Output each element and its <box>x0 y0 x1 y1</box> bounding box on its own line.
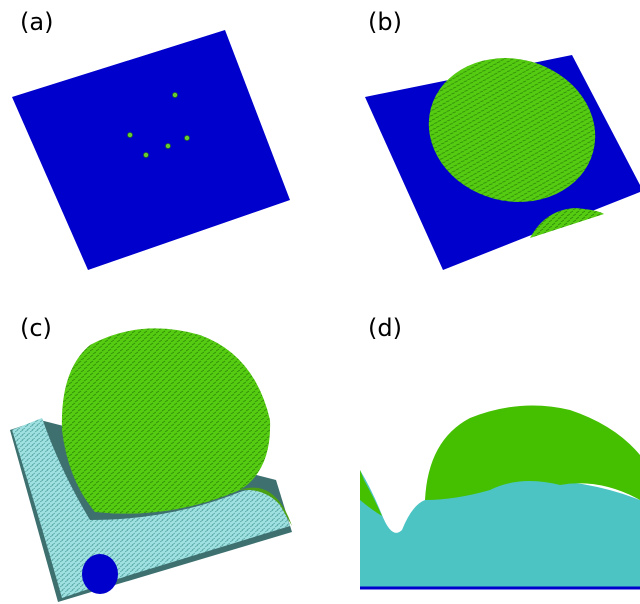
nucleus <box>166 144 171 149</box>
cyan-section <box>360 470 640 588</box>
panel-label: (c) <box>20 314 52 342</box>
dome <box>62 328 270 513</box>
panel-label: (d) <box>368 314 402 342</box>
substrate <box>12 30 290 270</box>
page: (a) (b) (c) (d) (() => { const data = JS… <box>0 0 640 604</box>
nucleus <box>173 93 178 98</box>
panel-label: (b) <box>368 8 402 36</box>
panel-c: (c) <box>10 314 292 602</box>
nucleus <box>128 133 133 138</box>
panel-d: (d) <box>360 314 640 588</box>
panel-b: (b) <box>365 8 640 270</box>
panel-label: (a) <box>20 8 53 36</box>
nucleus <box>185 136 190 141</box>
figure: (a) (b) (c) (d) <box>0 0 640 604</box>
nucleus <box>144 153 149 158</box>
panel-a: (a) <box>12 8 290 270</box>
exposed-substrate <box>82 554 118 594</box>
